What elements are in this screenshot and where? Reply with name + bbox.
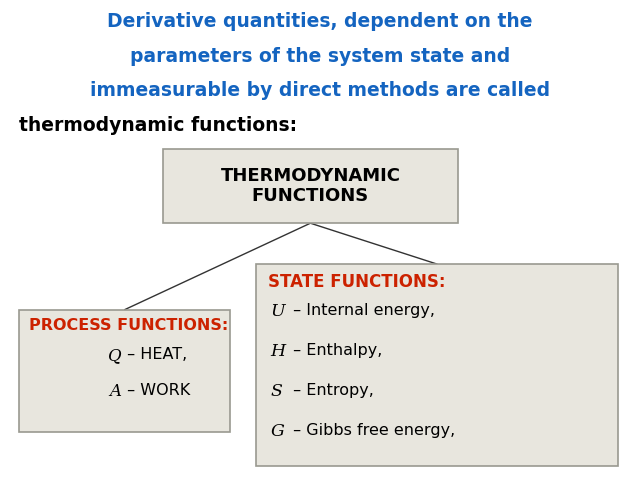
FancyBboxPatch shape (256, 264, 618, 466)
Text: thermodynamic functions:: thermodynamic functions: (19, 116, 298, 135)
Text: – Enthalpy,: – Enthalpy, (288, 343, 382, 358)
Text: S: S (271, 383, 283, 400)
Text: – Gibbs free energy,: – Gibbs free energy, (288, 423, 455, 438)
Text: Q: Q (108, 347, 122, 364)
Text: THERMODYNAMIC
FUNCTIONS: THERMODYNAMIC FUNCTIONS (220, 167, 401, 205)
Text: PROCESS FUNCTIONS:: PROCESS FUNCTIONS: (29, 318, 228, 333)
Text: – HEAT,: – HEAT, (122, 347, 187, 362)
Text: A: A (109, 383, 122, 400)
Text: parameters of the system state and: parameters of the system state and (130, 47, 510, 66)
Text: H: H (271, 343, 286, 360)
Text: – WORK: – WORK (122, 383, 190, 398)
FancyBboxPatch shape (19, 310, 230, 432)
Text: – Internal energy,: – Internal energy, (288, 303, 435, 318)
Text: STATE FUNCTIONS:: STATE FUNCTIONS: (268, 273, 445, 291)
FancyBboxPatch shape (163, 149, 458, 223)
Text: Derivative quantities, dependent on the: Derivative quantities, dependent on the (108, 12, 532, 31)
Text: immeasurable by direct methods are called: immeasurable by direct methods are calle… (90, 81, 550, 100)
Text: G: G (271, 423, 285, 440)
Text: U: U (271, 303, 285, 320)
Text: – Entropy,: – Entropy, (288, 383, 374, 398)
